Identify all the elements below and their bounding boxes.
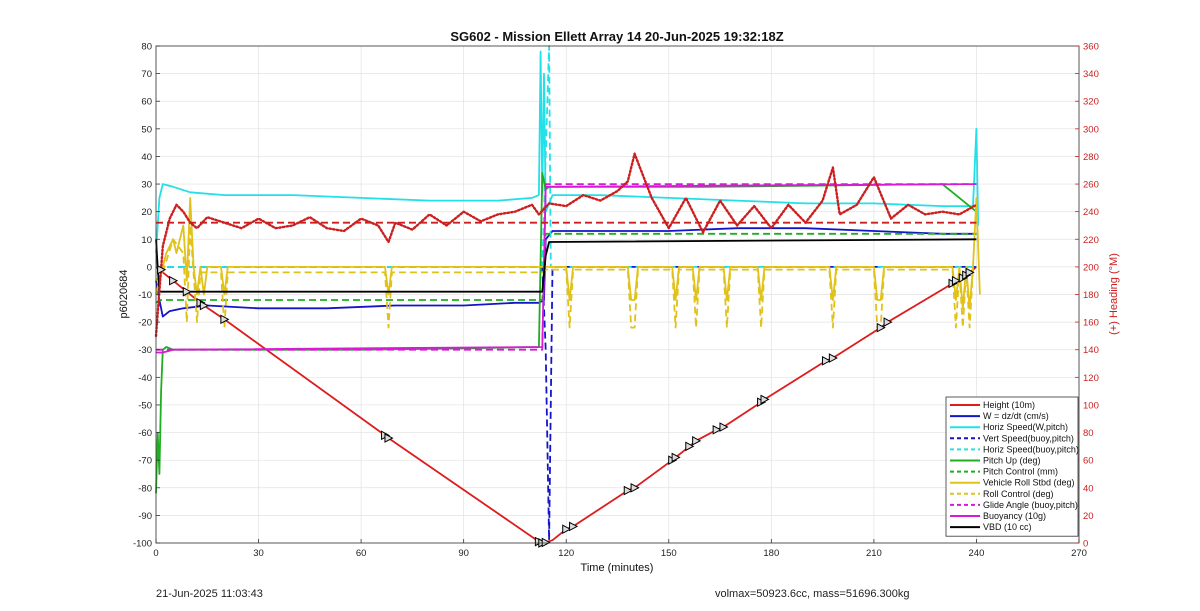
- y2-tick-label: 360: [1083, 42, 1099, 53]
- y2-tick-label: 220: [1083, 235, 1099, 246]
- y-tick-label: 50: [141, 124, 152, 135]
- y-tick-label: -80: [138, 483, 152, 494]
- glide-marker: [384, 433, 394, 443]
- legend-label: Vehicle Roll Stbd (deg): [983, 478, 1075, 488]
- y2-axis-label: (+) Heading (°M): [1108, 253, 1120, 335]
- glide-marker: [951, 275, 961, 286]
- glide-marker: [220, 314, 230, 325]
- y2-tick-label: 280: [1083, 152, 1099, 163]
- y-tick-label: -60: [138, 428, 152, 439]
- y-tick-label: -70: [138, 456, 152, 467]
- y-axis-label: p6020684: [118, 270, 130, 319]
- y-tick-label: 0: [147, 262, 152, 273]
- x-tick-label: 0: [153, 548, 158, 559]
- glide-marker: [630, 482, 640, 493]
- glide-marker: [169, 275, 179, 286]
- glide-marker: [883, 317, 893, 327]
- series-line-10: [156, 183, 977, 354]
- y-tick-label: -40: [138, 373, 152, 384]
- legend-label: VBD (10 cc): [983, 522, 1032, 532]
- legend-label: W = dz/dt (cm/s): [983, 411, 1049, 421]
- glide-marker: [712, 424, 722, 435]
- y2-tick-label: 20: [1083, 511, 1094, 522]
- x-tick-label: 180: [763, 548, 779, 559]
- glide-marker: [692, 436, 702, 446]
- y2-tick-label: 320: [1083, 97, 1099, 108]
- y2-tick-label: 200: [1083, 262, 1099, 273]
- y2-tick-label: 300: [1083, 124, 1099, 135]
- y-tick-label: -50: [138, 400, 152, 411]
- x-axis-label: Time (minutes): [581, 562, 654, 574]
- glide-marker: [876, 322, 886, 333]
- x-tick-label: 60: [356, 548, 367, 559]
- y2-tick-label: 180: [1083, 290, 1099, 301]
- legend-label: Height (10m): [983, 400, 1035, 410]
- legend-label: Vert Speed(buoy,pitch): [983, 433, 1074, 443]
- glide-marker: [562, 524, 572, 535]
- glide-marker: [828, 353, 838, 363]
- x-tick-label: 240: [969, 548, 985, 559]
- glide-marker: [719, 422, 729, 432]
- y2-tick-label: 120: [1083, 373, 1099, 384]
- chart-title: SG602 - Mission Ellett Array 14 20-Jun-2…: [450, 29, 783, 44]
- legend-label: Pitch Control (mm): [983, 467, 1058, 477]
- y-tick-label: 10: [141, 235, 152, 246]
- y2-tick-label: 80: [1083, 428, 1094, 439]
- y2-tick-label: 40: [1083, 483, 1094, 494]
- glide-marker: [671, 452, 681, 463]
- y-tick-label: -30: [138, 345, 152, 356]
- glide-marker: [157, 264, 167, 275]
- y-tick-label: 40: [141, 152, 152, 163]
- y-tick-label: 70: [141, 69, 152, 80]
- x-tick-label: 270: [1071, 548, 1087, 559]
- x-tick-label: 150: [661, 548, 677, 559]
- glide-marker: [685, 441, 695, 452]
- y2-tick-label: 60: [1083, 456, 1094, 467]
- glide-marker: [965, 267, 975, 278]
- glide-marker: [760, 394, 770, 405]
- x-tick-label: 210: [866, 548, 882, 559]
- legend-label: Glide Angle (buoy,pitch): [983, 500, 1078, 510]
- glide-marker: [182, 286, 192, 297]
- y-tick-label: -90: [138, 511, 152, 522]
- legend-label: Roll Control (deg): [983, 489, 1054, 499]
- y-tick-label: 60: [141, 97, 152, 108]
- y2-tick-label: 140: [1083, 345, 1099, 356]
- legend-label: Buoyancy (10g): [983, 511, 1046, 521]
- y2-tick-label: 240: [1083, 207, 1099, 218]
- y2-tick-label: 0: [1083, 539, 1088, 550]
- legend-box: [945, 396, 1079, 537]
- y2-tick-label: 260: [1083, 180, 1099, 191]
- y-tick-label: -20: [138, 318, 152, 329]
- footer-volmax: volmax=50923.6cc, mass=51696.300kg: [715, 588, 910, 600]
- series-line-8: [155, 224, 977, 329]
- glide-marker: [822, 355, 832, 366]
- legend-label: Horiz Speed(W,pitch): [983, 422, 1068, 432]
- y-tick-label: 80: [141, 42, 152, 53]
- y-tick-label: -100: [133, 539, 152, 550]
- axis-layer: 0 30 60 90 120 150 180 210 240 270-100-90-80-70-6…: [133, 42, 1099, 560]
- glide-marker: [569, 521, 579, 532]
- glide-marker: [199, 300, 209, 311]
- x-tick-label: 30: [253, 548, 264, 559]
- legend-label: Pitch Up (deg): [983, 456, 1041, 466]
- marker-layer: [157, 264, 975, 548]
- y2-tick-label: 340: [1083, 69, 1099, 80]
- y-tick-label: -10: [138, 290, 152, 301]
- y2-tick-label: 100: [1083, 400, 1099, 411]
- y2-tick-label: 160: [1083, 318, 1099, 329]
- x-tick-label: 120: [558, 548, 574, 559]
- y-tick-label: 30: [141, 180, 152, 191]
- x-tick-label: 90: [458, 548, 469, 559]
- series-line-9: [156, 183, 977, 351]
- glide-marker: [623, 485, 633, 496]
- series-line-2: [155, 50, 980, 254]
- legend-label: Horiz Speed(buoy,pitch): [983, 444, 1079, 454]
- footer-timestamp: 21-Jun-2025 11:03:43: [156, 588, 263, 600]
- y-tick-label: 20: [141, 207, 152, 218]
- legend: Height (10m)W = dz/dt (cm/s)Horiz Speed(…: [945, 396, 1079, 537]
- glide-marker: [541, 537, 551, 548]
- series-line-12: [154, 152, 978, 338]
